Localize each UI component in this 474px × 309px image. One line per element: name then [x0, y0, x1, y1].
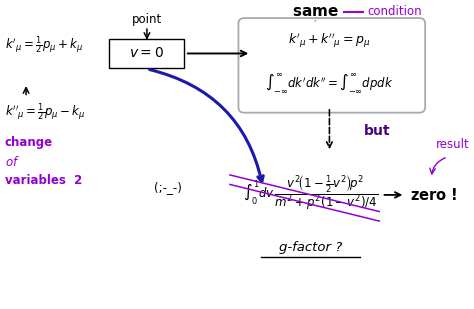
- Text: $\mathbf{zero\ !}$: $\mathbf{zero\ !}$: [410, 187, 457, 203]
- Text: $k'_\mu + k''_\mu = p_\mu$: $k'_\mu + k''_\mu = p_\mu$: [288, 31, 371, 50]
- FancyBboxPatch shape: [109, 39, 184, 69]
- Text: condition: condition: [367, 5, 422, 18]
- Text: change
$of$
variables  2: change $of$ variables 2: [5, 136, 82, 187]
- Text: $v=0$: $v=0$: [129, 46, 164, 61]
- Text: g-factor ?: g-factor ?: [279, 241, 342, 254]
- Text: $\int_0^1 dv\,\dfrac{v^2\!\left(1-\frac{1}{2}v^2\right)\!p^2}{m^2+p^2(1-v^2)/4}$: $\int_0^1 dv\,\dfrac{v^2\!\left(1-\frac{…: [243, 173, 378, 212]
- Text: $\mathbf{same}$: $\mathbf{same}$: [292, 4, 338, 19]
- Text: $\int_{-\infty}^{\infty} dk'dk'' = \int_{-\infty}^{\infty} dpdk$: $\int_{-\infty}^{\infty} dk'dk'' = \int_…: [265, 72, 393, 95]
- Text: $k'_\mu = \frac{1}{2}p_\mu + k_\mu$: $k'_\mu = \frac{1}{2}p_\mu + k_\mu$: [5, 34, 83, 56]
- FancyBboxPatch shape: [238, 18, 425, 113]
- Text: (;-_-): (;-_-): [155, 181, 182, 194]
- Text: point: point: [132, 13, 162, 26]
- Text: $k''_\mu = \frac{1}{2}p_\mu - k_\mu$: $k''_\mu = \frac{1}{2}p_\mu - k_\mu$: [5, 101, 85, 123]
- Text: result: result: [436, 138, 470, 151]
- Text: $\mathbf{but}$: $\mathbf{but}$: [363, 123, 391, 138]
